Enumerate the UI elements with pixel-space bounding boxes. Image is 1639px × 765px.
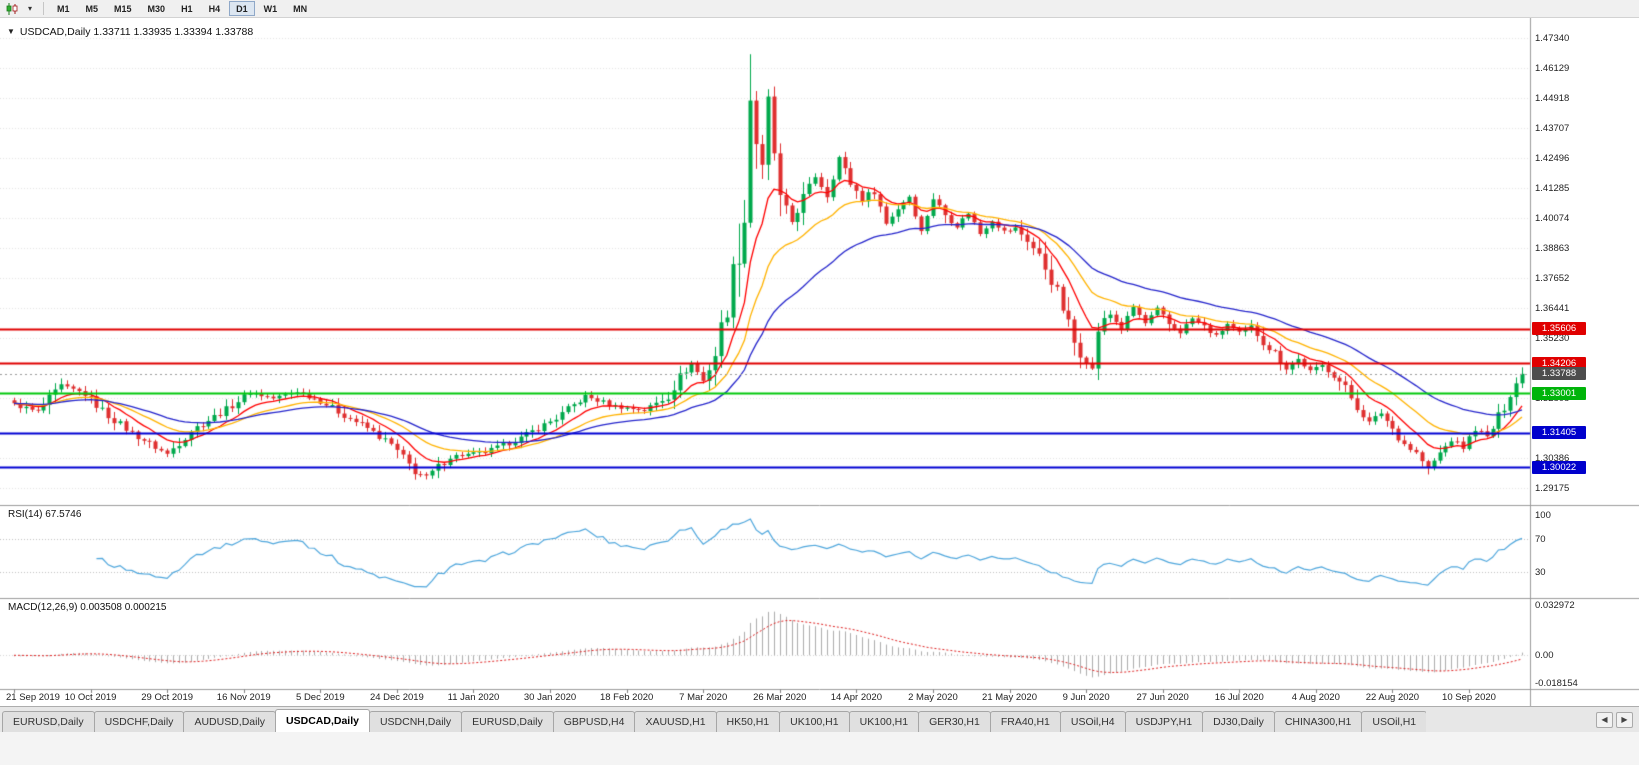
chart-tab[interactable]: HK50,H1 bbox=[715, 711, 781, 732]
rsi-axis-tick: 100 bbox=[1535, 510, 1551, 521]
timeframe-button-m1[interactable]: M1 bbox=[50, 1, 77, 16]
tab-scroll-right-button[interactable]: ▶ bbox=[1616, 711, 1633, 728]
chart-tabs: EURUSD,Daily USDCHF,Daily AUDUSD,Daily USDC… bbox=[0, 708, 1427, 732]
date-axis-label: 26 Mar 2020 bbox=[753, 692, 807, 703]
price-axis-tick: 1.35230 bbox=[1535, 333, 1570, 345]
macd-indicator-label: MACD(12,26,9) 0.003508 0.000215 bbox=[8, 602, 167, 613]
price-axis-tick: 1.37652 bbox=[1535, 273, 1570, 285]
price-axis-tick: 1.29175 bbox=[1535, 483, 1570, 495]
date-axis-label: 21 May 2020 bbox=[982, 692, 1037, 703]
price-axis-tick: 1.41285 bbox=[1535, 182, 1570, 194]
chart-tab[interactable]: USDCNH,Daily bbox=[368, 711, 463, 732]
timeframe-toolbar: ▾ M1 M5 M15 M30 H1 H4 D1 W1 MN bbox=[0, 0, 1639, 18]
price-axis-tick: 1.46129 bbox=[1535, 62, 1570, 74]
date-axis-label: 9 Jun 2020 bbox=[1062, 692, 1110, 703]
price-badge[interactable]: 1.31405 bbox=[1532, 426, 1586, 440]
price-badge[interactable]: 1.30022 bbox=[1532, 460, 1586, 474]
date-axis-label: 14 Apr 2020 bbox=[830, 692, 882, 703]
price-badge[interactable]: 1.33001 bbox=[1532, 386, 1586, 400]
price-axis-tick: 1.43707 bbox=[1535, 122, 1570, 134]
chart-canvas[interactable] bbox=[0, 18, 1639, 706]
candlestick-chart-icon bbox=[6, 2, 18, 15]
date-axis-label: 30 Jan 2020 bbox=[523, 692, 577, 703]
caret-down-icon: ▾ bbox=[27, 4, 32, 13]
chart-menu-arrow-icon[interactable]: ▼ bbox=[7, 27, 15, 36]
tab-scroll-left-button[interactable]: ◀ bbox=[1596, 711, 1613, 728]
chart-tab[interactable]: USOil,H1 bbox=[1361, 711, 1427, 732]
date-axis-label: 16 Jul 2020 bbox=[1214, 692, 1264, 703]
date-axis-label: 2 May 2020 bbox=[908, 692, 958, 703]
price-axis-tick: 1.36441 bbox=[1535, 303, 1570, 315]
timeframe-button-m15[interactable]: M15 bbox=[107, 1, 139, 16]
chart-region: ▼ USDCAD,Daily 1.33711 1.33935 1.33394 1… bbox=[0, 18, 1639, 706]
price-axis-tick: 1.40074 bbox=[1535, 213, 1570, 225]
macd-axis-tick: -0.018154 bbox=[1535, 678, 1578, 689]
window-bottom-strip bbox=[0, 732, 1639, 765]
chart-tab[interactable]: EURUSD,Daily bbox=[2, 711, 95, 732]
date-axis-label: 27 Jun 2020 bbox=[1136, 692, 1189, 703]
rsi-axis-tick: 70 bbox=[1535, 534, 1546, 546]
tab-scroll-controls: ◀ ▶ bbox=[1590, 707, 1639, 732]
price-badge[interactable]: 1.34206 bbox=[1532, 356, 1586, 370]
chart-ohlc-title: USDCAD,Daily 1.33711 1.33935 1.33394 1.3… bbox=[19, 26, 254, 38]
timeframe-button-mn[interactable]: MN bbox=[286, 1, 314, 16]
chart-tab[interactable]: USOil,H4 bbox=[1059, 711, 1126, 732]
chart-tab[interactable]: USDCHF,Daily bbox=[93, 711, 185, 732]
timeframe-button-d1[interactable]: D1 bbox=[229, 1, 255, 16]
macd-axis-tick: 0.00 bbox=[1535, 650, 1554, 662]
timeframe-button-h1[interactable]: H1 bbox=[174, 1, 200, 16]
rsi-indicator-label: RSI(14) 67.5746 bbox=[8, 509, 82, 520]
chart-tab[interactable]: GBPUSD,H4 bbox=[552, 711, 636, 732]
timeframe-button-h4[interactable]: H4 bbox=[202, 1, 228, 16]
chart-tab[interactable]: DJ30,Daily bbox=[1202, 711, 1275, 732]
date-axis-label: 21 Sep 2019 bbox=[6, 692, 60, 703]
rsi-axis-tick: 30 bbox=[1535, 566, 1546, 578]
chart-tabs-bar: EURUSD,Daily USDCHF,Daily AUDUSD,Daily USDC… bbox=[0, 706, 1639, 732]
chart-tab[interactable]: GER30,H1 bbox=[918, 711, 991, 732]
chart-title-bar: ▼ USDCAD,Daily 1.33711 1.33935 1.33394 1… bbox=[7, 26, 253, 38]
price-badge[interactable]: 1.35606 bbox=[1532, 322, 1586, 336]
chart-tab[interactable]: UK100,H1 bbox=[779, 711, 850, 732]
timeframe-button-m30[interactable]: M30 bbox=[141, 1, 173, 16]
chart-type-button[interactable] bbox=[3, 1, 22, 16]
timeframe-buttons: M1 M5 M15 M30 H1 H4 D1 W1 MN bbox=[49, 1, 315, 16]
chart-tab[interactable]: FRA40,H1 bbox=[989, 711, 1061, 732]
price-axis-tick: 1.44918 bbox=[1535, 92, 1570, 104]
date-axis-label: 10 Sep 2020 bbox=[1442, 692, 1496, 703]
price-axis-tick: 1.30386 bbox=[1535, 453, 1570, 465]
chart-tab[interactable]: XAUUSD,H1 bbox=[634, 711, 717, 732]
timeframe-button-m5[interactable]: M5 bbox=[79, 1, 106, 16]
date-axis-label: 7 Mar 2020 bbox=[679, 692, 728, 703]
chart-tab[interactable]: CHINA300,H1 bbox=[1273, 711, 1363, 732]
price-axis-tick: 1.47340 bbox=[1535, 32, 1570, 44]
chart-type-dropdown-button[interactable]: ▾ bbox=[22, 1, 38, 16]
chart-tab[interactable]: USDJPY,H1 bbox=[1124, 711, 1204, 732]
macd-axis-tick: 0.032972 bbox=[1535, 600, 1575, 611]
chart-tab[interactable]: AUDUSD,Daily bbox=[183, 711, 277, 732]
chart-tab[interactable]: EURUSD,Daily bbox=[461, 711, 554, 732]
price-axis-tick: 1.42496 bbox=[1535, 152, 1570, 164]
timeframe-button-w1[interactable]: W1 bbox=[257, 1, 285, 16]
toolbar-separator bbox=[43, 2, 44, 15]
date-axis-label: 18 Feb 2020 bbox=[599, 692, 654, 703]
date-axis-label: 16 Nov 2019 bbox=[216, 692, 271, 703]
price-badge[interactable]: 1.33788 bbox=[1532, 367, 1586, 381]
chart-tab[interactable]: USDCAD,Daily bbox=[275, 709, 370, 732]
price-axis-tick: 1.38863 bbox=[1535, 243, 1570, 255]
date-axis-label: 5 Dec 2019 bbox=[296, 692, 345, 703]
date-axis-label: 4 Aug 2020 bbox=[1291, 692, 1340, 703]
date-axis-label: 29 Oct 2019 bbox=[141, 692, 194, 703]
date-axis-label: 22 Aug 2020 bbox=[1365, 692, 1420, 703]
chart-tab[interactable]: UK100,H1 bbox=[848, 711, 920, 732]
date-axis-label: 11 Jan 2020 bbox=[447, 692, 500, 703]
date-axis-label: 10 Oct 2019 bbox=[64, 692, 117, 703]
date-axis-label: 24 Dec 2019 bbox=[369, 692, 424, 703]
